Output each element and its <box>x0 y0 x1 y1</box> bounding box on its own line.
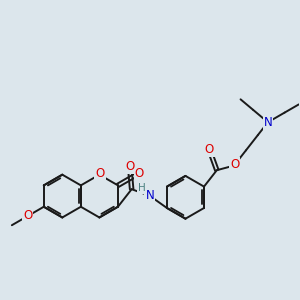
Text: O: O <box>95 167 105 180</box>
Text: O: O <box>23 209 32 223</box>
Text: O: O <box>125 160 134 173</box>
Text: N: N <box>146 189 154 202</box>
Text: O: O <box>230 158 239 171</box>
Text: O: O <box>205 143 214 156</box>
Text: H: H <box>138 183 145 194</box>
Text: O: O <box>135 167 144 179</box>
Text: N: N <box>263 116 272 129</box>
